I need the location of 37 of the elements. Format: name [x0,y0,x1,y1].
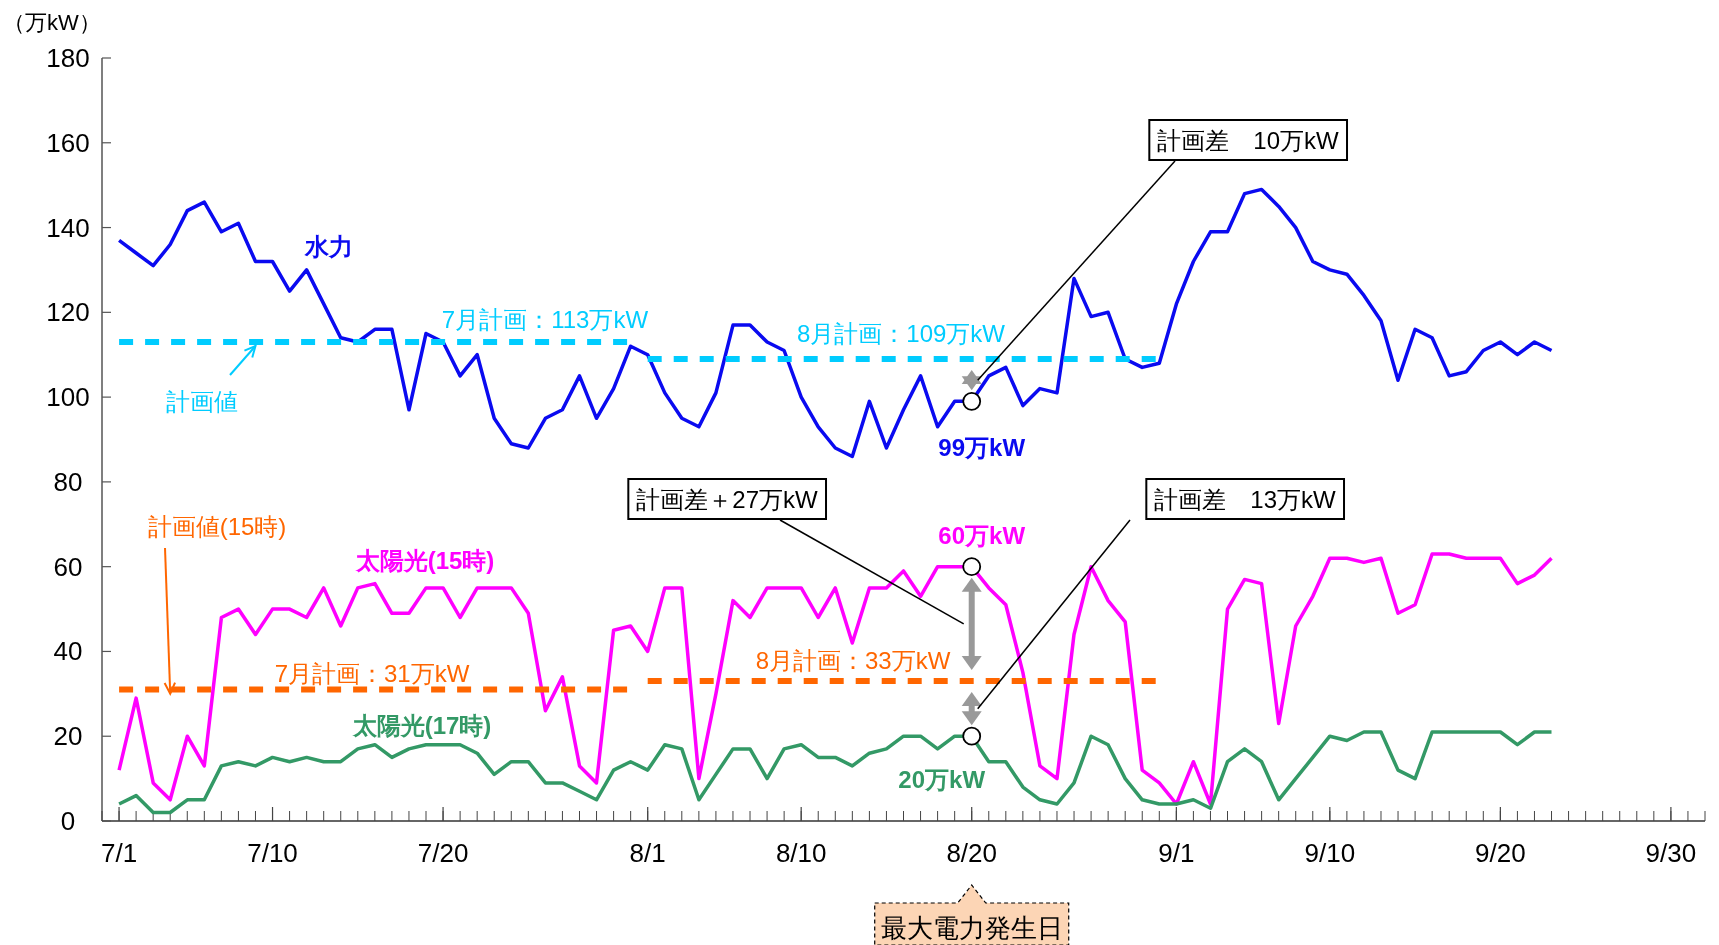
y-axis-title: （万kW） [3,10,101,35]
x-tick-label: 7/1 [100,838,138,868]
annotation: 計画値(15時) [147,513,287,540]
y-tick-label: 0 [60,806,76,836]
series-label: 水力 [304,233,353,260]
x-tick-label: 7/10 [247,838,298,868]
annotation: 計画差＋27万kW [636,486,819,513]
y-tick-label: 80 [53,466,83,497]
y-tick-label: 100 [46,382,90,413]
y-tick-label: 60 [53,551,83,582]
series-label: 太陽光(17時) [351,712,492,739]
y-tick-label: 180 [46,43,90,73]
x-tick-label: 9/30 [1645,838,1697,868]
series-label: 8月計画：109万kW [796,320,1006,347]
y-tick-label: 20 [53,721,83,752]
y-tick-label: 140 [46,212,90,243]
x-tick-label: 8/20 [946,838,998,868]
x-tick-label: 9/20 [1475,838,1526,868]
annotation: 計画値 [166,388,238,415]
x-tick-label: 9/1 [1158,838,1195,868]
series-label: 7月計画：113万kW [441,306,649,333]
series-label: 太陽光(15時) [354,547,495,574]
annotation: 60万kW [938,521,1026,549]
x-tick-label: 8/10 [775,838,827,868]
x-tick-label: 7/20 [417,838,469,868]
series-label: 7月計画：31万kW [274,660,470,687]
annotation: 99万kW [938,434,1026,462]
series-label: 8月計画：33万kW [755,647,951,674]
y-tick-label: 160 [46,127,90,158]
y-tick-label: 40 [53,636,83,667]
text: 最大電力発生日 [880,913,1063,943]
annotation: 20万kW [898,766,986,794]
y-tick-label: 120 [46,297,90,328]
x-tick-label: 8/1 [629,838,666,868]
x-tick-label: 9/10 [1304,838,1356,868]
annotation: 計画差 10万kW [1157,127,1340,154]
annotation: 計画差 13万kW [1154,486,1337,513]
